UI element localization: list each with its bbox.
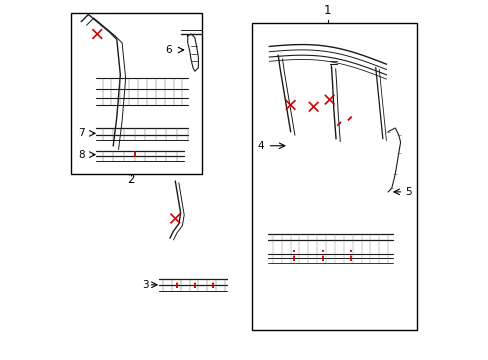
Bar [251,23,416,330]
Text: 3: 3 [142,280,148,290]
Text: 7: 7 [78,129,84,138]
Text: 4: 4 [257,141,264,151]
Text: 6: 6 [165,45,171,55]
Text: 1: 1 [324,4,331,17]
Text: 2: 2 [127,173,135,186]
Text: 8: 8 [78,150,84,159]
Text: 5: 5 [404,187,410,197]
Bar [71,13,202,174]
